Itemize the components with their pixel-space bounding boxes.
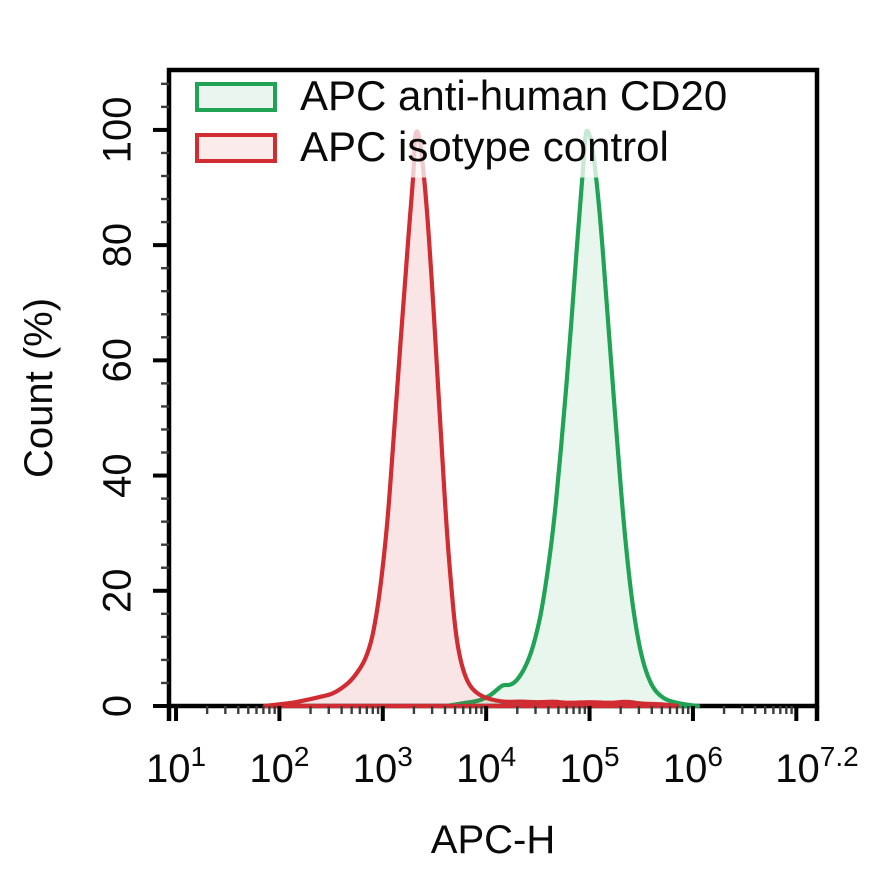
y-axis-title: Count (%) bbox=[17, 298, 61, 478]
legend-item-cd20: APC anti-human CD20 bbox=[195, 72, 727, 119]
y-tick-label: 100 bbox=[96, 97, 140, 164]
axis-ticks bbox=[153, 82, 820, 721]
legend-item-isotype: APC isotype control bbox=[195, 123, 669, 170]
y-tick-label: 20 bbox=[96, 569, 140, 614]
y-tick-label: 40 bbox=[96, 453, 140, 498]
x-tick-label: 106 bbox=[663, 741, 723, 791]
legend: APC anti-human CD20 APC isotype control bbox=[195, 72, 727, 170]
y-tick-label: 0 bbox=[96, 695, 140, 717]
x-axis-title: APC-H bbox=[431, 818, 555, 862]
legend-label-cd20: APC anti-human CD20 bbox=[300, 72, 727, 119]
x-tick-label: 104 bbox=[456, 741, 516, 791]
legend-swatch-isotype bbox=[195, 133, 277, 163]
legend-label-isotype: APC isotype control bbox=[300, 123, 669, 170]
legend-backdrop bbox=[172, 72, 814, 178]
y-tick-label: 60 bbox=[96, 338, 140, 383]
legend-swatch-cd20 bbox=[195, 82, 277, 112]
series-curve-apc-isotype-control bbox=[262, 129, 680, 709]
y-tick-label: 80 bbox=[96, 223, 140, 268]
